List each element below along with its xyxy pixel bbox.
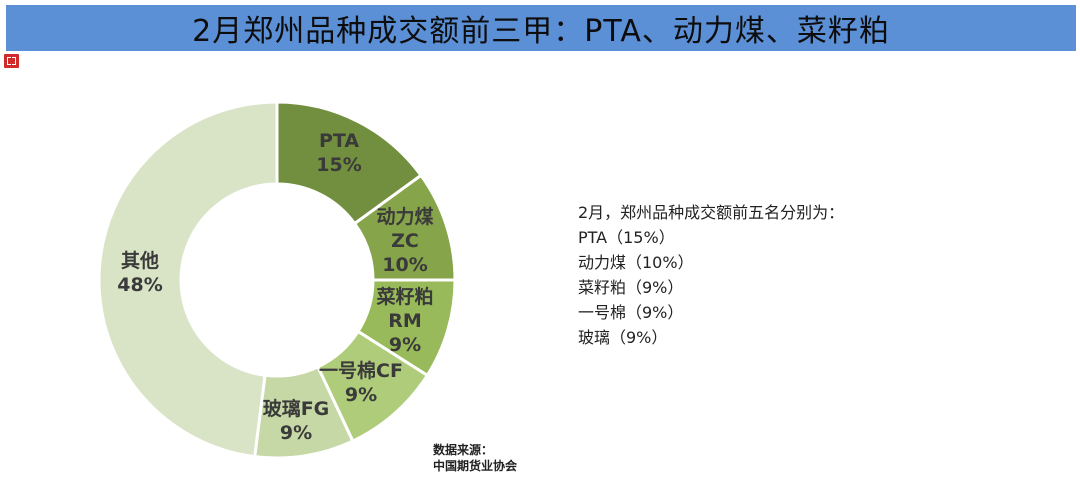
source-label: 数据来源： [433,443,494,457]
slice-label: 其他 48% [117,249,162,296]
slice-label: 菜籽粕 RM 9% [375,285,433,356]
slice-label: 动力煤 ZC 10% [376,205,433,276]
summary-line: 玻璃（9%） [578,328,668,347]
brand-logo-icon [4,54,19,68]
donut-slice [97,100,279,459]
title-banner: 2月郑州品种成交额前三甲：PTA、动力煤、菜籽粕 [6,5,1076,51]
summary-line: 2月，郑州品种成交额前五名分别为： [578,203,845,222]
summary-line: PTA（15%） [578,228,675,247]
summary-line: 菜籽粕（9%） [578,278,684,297]
page-title: 2月郑州品种成交额前三甲：PTA、动力煤、菜籽粕 [192,14,890,49]
summary-line: 动力煤（10%） [578,253,694,272]
slice-label: 一号棉CF 9% [319,359,403,406]
data-source: 数据来源： 中国期货业协会 [433,442,517,474]
summary-line: 一号棉（9%） [578,303,684,322]
summary-text: 2月，郑州品种成交额前五名分别为： PTA（15%） 动力煤（10%） 菜籽粕（… [578,200,844,350]
slice-label: 玻璃FG 9% [263,397,330,444]
source-name: 中国期货业协会 [433,459,518,473]
slice-label: PTA 15% [316,130,361,176]
